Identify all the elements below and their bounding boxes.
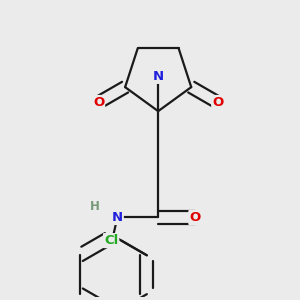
Text: Cl: Cl: [104, 234, 118, 247]
Text: O: O: [189, 211, 201, 224]
Text: O: O: [93, 96, 104, 109]
Text: N: N: [153, 70, 164, 83]
Text: N: N: [112, 211, 123, 224]
Text: H: H: [90, 200, 100, 212]
Text: O: O: [212, 96, 224, 109]
